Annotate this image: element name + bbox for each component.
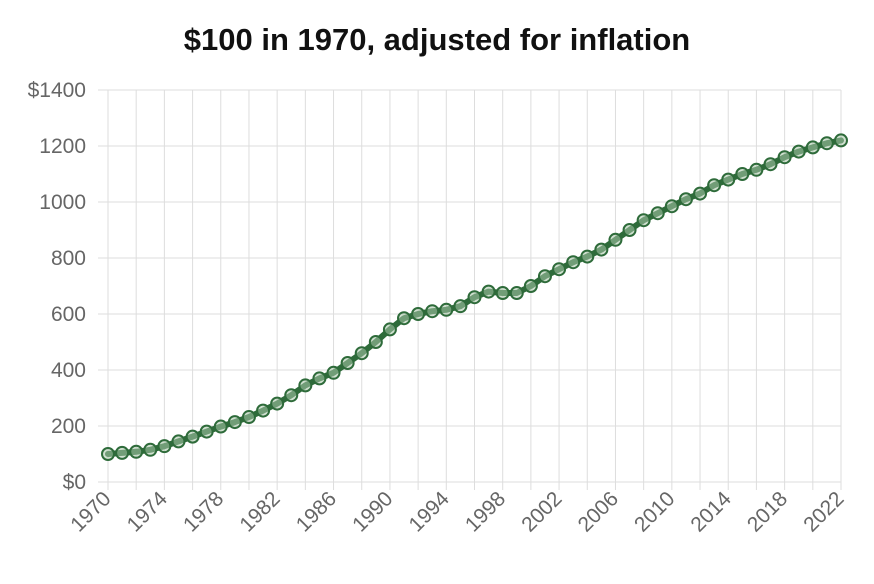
- y-tick-label: 600: [51, 303, 86, 326]
- data-point: [411, 307, 426, 321]
- x-tick-label: 1998: [461, 487, 510, 536]
- data-point: [523, 279, 538, 293]
- data-point: [256, 403, 271, 418]
- data-point: [354, 346, 369, 361]
- data-point: [340, 356, 355, 370]
- data-point: [749, 162, 764, 177]
- x-tick-label: 1990: [348, 487, 397, 536]
- data-point: [791, 144, 806, 159]
- data-point: [481, 284, 496, 299]
- data-point: [509, 286, 524, 300]
- data-point: [284, 388, 299, 403]
- x-tick-label: 1982: [235, 487, 284, 536]
- x-tick-label: 2010: [630, 487, 679, 536]
- grid-lines: [98, 89, 842, 490]
- data-point: [227, 415, 242, 430]
- data-point: [101, 447, 115, 461]
- data-point: [326, 365, 341, 380]
- chart-title: $100 in 1970, adjusted for inflation: [183, 22, 691, 57]
- data-point: [453, 299, 468, 314]
- data-point: [185, 429, 200, 444]
- data-point: [115, 445, 130, 460]
- data-point: [495, 286, 510, 300]
- data-point: [664, 199, 679, 214]
- x-tick-label: 1978: [179, 487, 228, 536]
- data-point: [819, 136, 834, 151]
- data-point: [622, 223, 637, 237]
- x-tick-label: 2002: [517, 487, 566, 536]
- y-axis-ticks: $0 200 400 600 800 1000 1200 $1400: [28, 79, 86, 494]
- data-point: [467, 290, 482, 305]
- data-point: [157, 439, 172, 454]
- data-point: [143, 442, 158, 457]
- data-point: [382, 322, 397, 337]
- data-point: [805, 140, 820, 155]
- x-tick-label: 1994: [405, 487, 455, 537]
- x-axis-ticks: 1970 1974 1978 1982 1986 1990 1994 1998 2002 2006…: [66, 487, 848, 537]
- data-point: [580, 249, 595, 264]
- data-point: [834, 133, 848, 148]
- y-tick-label: 200: [51, 415, 86, 438]
- data-point: [777, 150, 792, 165]
- data-point: [213, 419, 228, 434]
- y-tick-label: $0: [63, 471, 86, 494]
- y-tick-label: $1400: [28, 79, 86, 102]
- data-point: [537, 269, 552, 284]
- data-point: [608, 232, 623, 247]
- data-point: [735, 167, 750, 181]
- data-point: [368, 335, 383, 349]
- x-tick-label: 2018: [743, 487, 792, 536]
- data-point: [171, 434, 186, 449]
- data-point: [270, 396, 285, 411]
- data-point: [425, 304, 440, 319]
- y-tick-label: 1200: [39, 135, 86, 158]
- data-point: [650, 206, 665, 221]
- data-point: [552, 262, 567, 277]
- data-point: [636, 213, 651, 228]
- data-point: [439, 302, 454, 317]
- data-point: [199, 424, 214, 439]
- x-tick-label: 1970: [66, 487, 115, 536]
- x-tick-label: 1974: [123, 487, 173, 537]
- data-point: [707, 178, 722, 193]
- x-tick-label: 2022: [799, 487, 848, 536]
- data-point: [312, 371, 327, 386]
- data-point: [693, 186, 708, 201]
- data-point: [129, 444, 144, 459]
- data-point: [678, 192, 693, 207]
- y-tick-label: 800: [51, 247, 86, 270]
- data-point: [298, 378, 313, 393]
- data-point: [566, 255, 581, 270]
- x-tick-label: 1986: [292, 487, 341, 536]
- data-point: [594, 242, 609, 257]
- data-point: [397, 311, 412, 326]
- y-tick-label: 1000: [39, 191, 86, 214]
- x-tick-label: 2014: [686, 487, 736, 537]
- series-inflation: [101, 133, 848, 461]
- data-point: [763, 157, 778, 172]
- data-point: [241, 410, 256, 425]
- x-tick-label: 2006: [574, 487, 623, 536]
- y-tick-label: 400: [51, 359, 86, 382]
- data-point: [721, 172, 736, 187]
